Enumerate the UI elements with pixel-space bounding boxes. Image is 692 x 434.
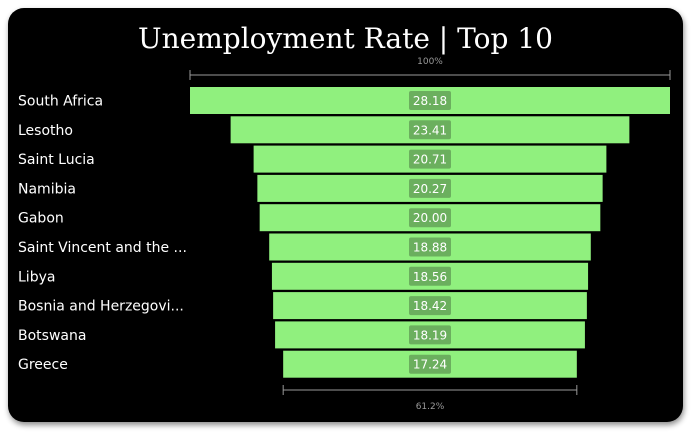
category-label: South Africa — [18, 94, 103, 110]
value-label-box — [409, 354, 451, 374]
category-label: Gabon — [18, 211, 64, 227]
category-label: Saint Lucia — [18, 152, 95, 168]
value-label: 20.00 — [413, 211, 447, 225]
value-label: 23.41 — [413, 123, 447, 137]
value-label: 18.56 — [413, 270, 447, 284]
value-label-box — [409, 266, 451, 286]
value-label: 20.71 — [413, 153, 447, 167]
bottom-percent-label: 61.2% — [416, 402, 445, 412]
top-percent-bracket: 100% — [189, 57, 671, 80]
value-label-box — [409, 120, 451, 140]
value-label: 20.27 — [413, 182, 447, 196]
top-percent-label: 100% — [417, 57, 443, 67]
category-label: Saint Vincent and the ... — [18, 240, 187, 256]
value-label: 28.18 — [413, 94, 447, 108]
value-label-box — [409, 325, 451, 345]
value-label-box — [409, 178, 451, 198]
funnel-plot: 100% South Africa 28.18 Lesotho 23.41 Saint … — [18, 57, 671, 412]
category-label: Namibia — [18, 181, 76, 197]
category-label: Lesotho — [18, 123, 73, 139]
funnel-bars: South Africa 28.18 Lesotho 23.41 Saint Lucia… — [18, 87, 670, 378]
value-label: 18.19 — [413, 328, 447, 342]
value-label-box — [409, 237, 451, 257]
category-label: Greece — [18, 357, 68, 373]
value-label: 18.42 — [413, 299, 447, 313]
value-label: 18.88 — [413, 241, 447, 255]
bottom-percent-bracket: 61.2% — [282, 385, 578, 412]
category-label: Libya — [18, 269, 55, 285]
value-label: 17.24 — [413, 358, 447, 372]
value-label-box — [409, 208, 451, 228]
value-label-box — [409, 149, 451, 169]
value-label-box — [409, 296, 451, 316]
category-label: Bosnia and Herzegovi... — [18, 299, 184, 315]
category-label: Botswana — [18, 328, 86, 344]
chart-title: Unemployment Rate | Top 10 — [138, 22, 553, 55]
chart-card: Unemployment Rate | Top 10 100% South Af… — [8, 8, 683, 422]
value-label-box — [409, 91, 451, 110]
